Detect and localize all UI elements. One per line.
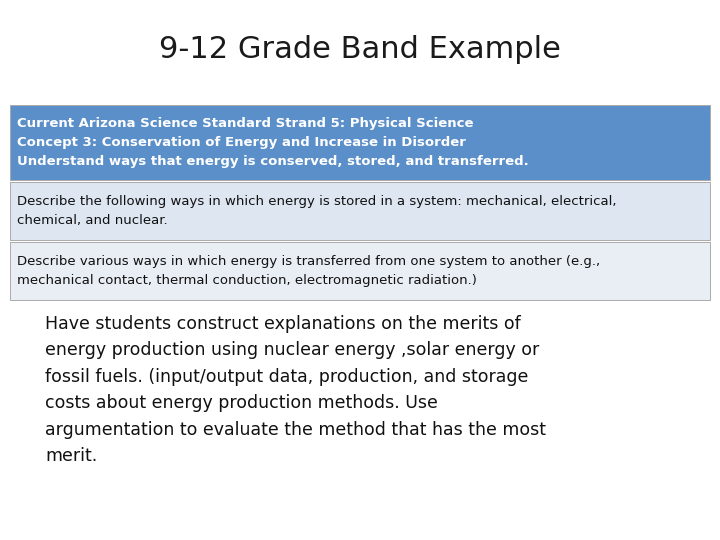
Text: Current Arizona Science Standard Strand 5: Physical Science
Concept 3: Conservat: Current Arizona Science Standard Strand … [17,118,528,167]
Text: Describe various ways in which energy is transferred from one system to another : Describe various ways in which energy is… [17,255,600,287]
Bar [10,242,710,300]
Bar [10,182,710,240]
Text: Have students construct explanations on the merits of
energy production using nu: Have students construct explanations on … [45,315,546,465]
Bar [10,105,710,180]
Text: Describe the following ways in which energy is stored in a system: mechanical, e: Describe the following ways in which ene… [17,195,616,227]
Text: 9-12 Grade Band Example: 9-12 Grade Band Example [159,36,561,64]
